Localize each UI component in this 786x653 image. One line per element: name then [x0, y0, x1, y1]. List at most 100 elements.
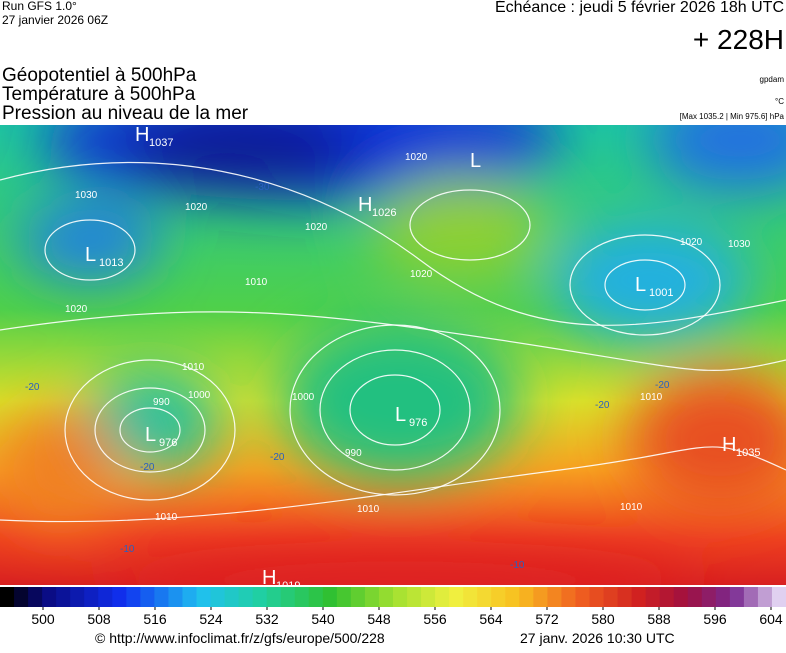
temp-label: -30: [255, 182, 270, 193]
colorbar-cell: [575, 587, 590, 607]
colorbar-cell: [589, 587, 605, 607]
colorbar-cell: [645, 587, 661, 607]
colorbar-cell: [70, 587, 85, 607]
colorbar-cell: [393, 587, 408, 607]
colorbar-cell: [350, 587, 366, 607]
footer-time: 27 janv. 2026 10:30 UTC: [520, 630, 675, 646]
colorbar-label: 548: [367, 611, 391, 627]
colorbar-cell: [42, 587, 57, 607]
center-value: 1035: [736, 447, 760, 459]
isobar-label: 1030: [728, 239, 751, 250]
colorbar-cell: [757, 587, 773, 607]
isobar-label: 1000: [188, 390, 211, 401]
colorbar-cell: [126, 587, 141, 607]
isobar-label: 1000: [292, 392, 315, 403]
center-letter: H: [135, 124, 149, 146]
center-letter: H: [722, 434, 736, 456]
colorbar-cell: [378, 587, 394, 607]
colorbar-cell: [561, 587, 576, 607]
colorbar-cell: [687, 587, 703, 607]
isobar-label: 1010: [640, 392, 663, 403]
center-letter: L: [85, 244, 96, 266]
temp-label: -20: [25, 382, 40, 393]
temp-label: -20: [270, 452, 285, 463]
colorbar-label: 588: [647, 611, 671, 627]
colorbar-cell: [280, 587, 296, 607]
colorbar-label: 580: [591, 611, 615, 627]
colorbar-cell: [252, 587, 268, 607]
run-date: 27 janvier 2026 06Z: [2, 13, 108, 27]
colorbar-label: 564: [479, 611, 503, 627]
colorbar-cell: [505, 587, 520, 607]
colorbar-label: 540: [311, 611, 335, 627]
colorbar-cell: [659, 587, 675, 607]
colorbar-label: 532: [255, 611, 279, 627]
unit: gpdam: [760, 75, 785, 84]
center-letter: L: [470, 150, 481, 172]
footer-url: © http://www.infoclimat.fr/z/gfs/europe/…: [95, 630, 385, 646]
colorbar-cell: [519, 587, 534, 607]
center-value: 976: [409, 417, 427, 429]
layer: Géopotentiel à 500hPa: [2, 65, 197, 86]
isobar-label: 990: [345, 448, 362, 459]
colorbar-cell: [477, 587, 492, 607]
isobar-label: 1030: [75, 190, 98, 201]
unit: °C: [775, 97, 784, 106]
colorbar-cell: [491, 587, 506, 607]
pressure-range: [Max 1035.2 | Min 975.6] hPa: [680, 112, 785, 121]
colorbar-cell: [28, 587, 43, 607]
isobar-label: 1020: [185, 202, 208, 213]
isobar-label: 1020: [405, 152, 428, 163]
center-letter: H: [358, 194, 372, 216]
colorbar-cell: [729, 587, 745, 607]
colorbar-label: 604: [759, 611, 783, 627]
temp-label: -20: [140, 462, 155, 473]
isobar-label: 1010: [245, 277, 268, 288]
colorbar-cell: [322, 587, 338, 607]
colorbar-label: 556: [423, 611, 447, 627]
colorbar-cell: [14, 587, 29, 607]
colorbar-cell: [407, 587, 422, 607]
colorbar-cell: [210, 587, 226, 607]
colorbar-label: 516: [143, 611, 167, 627]
colorbar-cell: [715, 587, 731, 607]
colorbar-label: 596: [703, 611, 727, 627]
isobar-label: 1020: [65, 304, 88, 315]
echeance: Échéance : jeudi 5 février 2026 18h UTC: [495, 0, 784, 16]
colorbar-cell: [98, 587, 113, 607]
isobar-label: 1010: [357, 504, 380, 515]
center-value: 1001: [649, 287, 673, 299]
colorbar-cell: [617, 587, 633, 607]
colorbar-cell: [421, 587, 436, 607]
colorbar-cell: [168, 587, 183, 607]
colorbar-cell: [112, 587, 127, 607]
isobars: [0, 162, 786, 523]
lead-time: + 228H: [693, 24, 784, 55]
colorbar-cell: [154, 587, 169, 607]
isobar-label: 1020: [305, 222, 328, 233]
isobar-label: 1010: [620, 502, 643, 513]
colorbar-cell: [56, 587, 71, 607]
colorbar-cell: [463, 587, 478, 607]
colorbar-cell: [224, 587, 240, 607]
isobar-label: 990: [153, 397, 170, 408]
center-letter: L: [395, 404, 406, 426]
colorbar-cell: [140, 587, 155, 607]
isobar-label: 1010: [182, 362, 205, 373]
colorbar-cell: [238, 587, 254, 607]
colorbar-cell: [84, 587, 99, 607]
colorbar-cell: [449, 587, 464, 607]
isobar-label: 1020: [410, 269, 433, 280]
temp-label: -20: [595, 400, 610, 411]
center-value: 976: [159, 437, 177, 449]
colorbar-cell: [0, 587, 15, 607]
colorbar-cell: [182, 587, 197, 607]
colorbar-label: 508: [87, 611, 111, 627]
isobar-label: 1010: [155, 512, 178, 523]
layer: Pression au niveau de la mer: [2, 103, 249, 124]
temp-label: -10: [120, 544, 135, 555]
colorbar-cell: [336, 587, 352, 607]
center-value: 1013: [99, 257, 123, 269]
